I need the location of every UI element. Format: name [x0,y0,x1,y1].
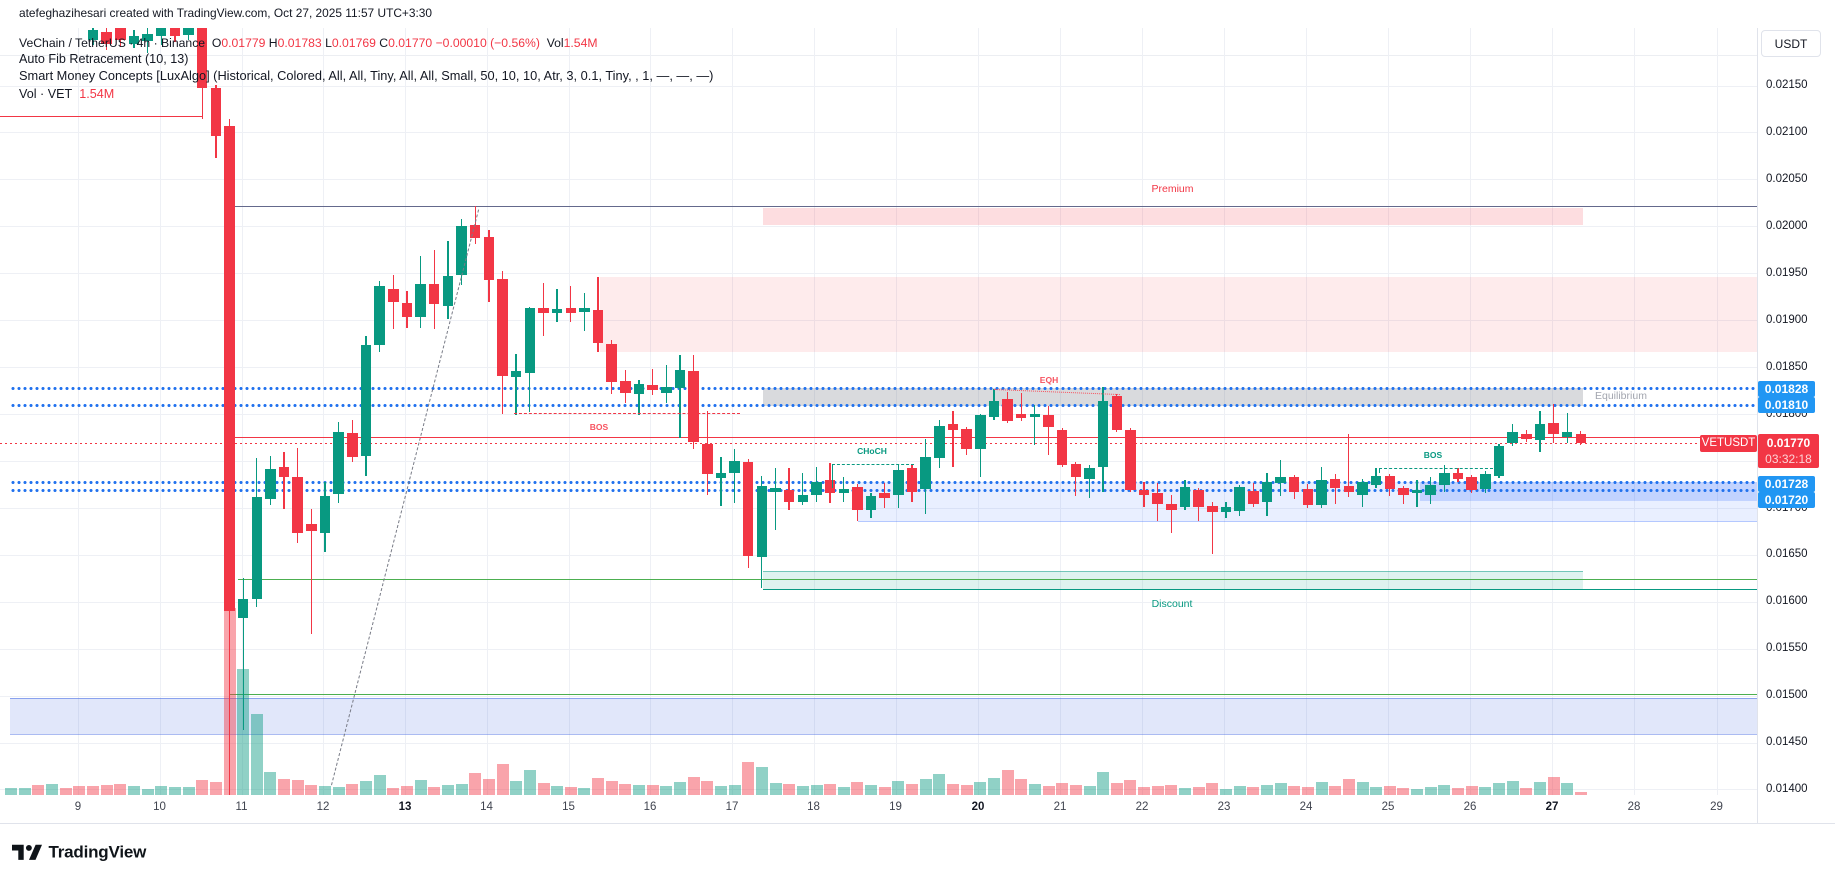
svg-text:TradingView: TradingView [49,842,148,861]
